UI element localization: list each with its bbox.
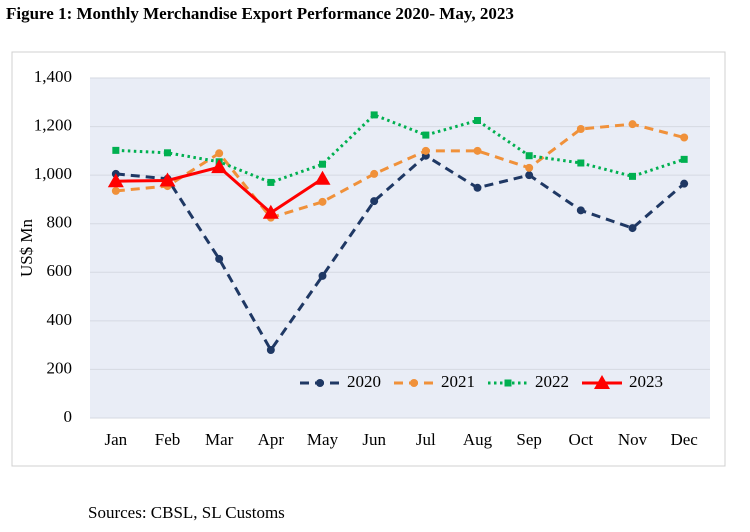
x-tick-label: Feb: [155, 430, 181, 449]
data-point: [473, 183, 482, 192]
data-point: [474, 117, 481, 124]
data-point: [370, 169, 379, 178]
data-point: [525, 171, 534, 180]
data-point: [215, 149, 224, 158]
x-tick-label: Nov: [618, 430, 648, 449]
y-tick-label: 800: [47, 213, 73, 232]
x-tick-label: Mar: [205, 430, 234, 449]
series-line: [115, 153, 686, 353]
y-tick-label: 0: [64, 407, 73, 426]
y-tick-label: 1,000: [34, 164, 72, 183]
series-line: [115, 113, 685, 185]
y-tick-label: 1,400: [34, 67, 72, 86]
data-point: [421, 146, 430, 155]
series-line: [115, 122, 685, 220]
y-tick-label: 400: [47, 310, 73, 329]
data-point: [370, 197, 379, 206]
x-tick-label: Jun: [362, 430, 386, 449]
data-point: [262, 204, 279, 219]
data-point: [159, 172, 176, 187]
x-tick-label: Apr: [258, 430, 285, 449]
data-point: [680, 133, 689, 142]
legend-label: 2020: [347, 372, 381, 391]
y-tick-label: 1,200: [34, 115, 72, 134]
x-tick-label: Sep: [516, 430, 542, 449]
x-tick-label: Jan: [104, 430, 127, 449]
data-point: [525, 152, 533, 160]
data-point: [473, 146, 482, 155]
data-point: [319, 160, 326, 168]
x-tick-label: Dec: [670, 430, 698, 449]
x-tick-label: Oct: [569, 430, 594, 449]
data-point: [314, 170, 331, 185]
data-point: [577, 159, 585, 167]
legend-label: 2021: [441, 372, 475, 391]
legend-marker: [316, 379, 324, 387]
data-point: [111, 186, 120, 195]
data-point: [112, 146, 120, 154]
data-point: [266, 346, 275, 354]
data-point: [576, 206, 585, 215]
data-point: [318, 197, 327, 206]
data-point: [525, 163, 534, 172]
y-axis-label: US$ Mn: [17, 218, 36, 277]
legend-marker: [594, 375, 610, 389]
legend-marker: [504, 379, 512, 387]
data-point: [422, 131, 430, 139]
y-tick-label: 200: [47, 358, 73, 377]
data-point: [215, 254, 224, 263]
legend-marker: [410, 379, 418, 387]
legend-label: 2023: [629, 372, 663, 391]
x-tick-label: Aug: [463, 430, 493, 449]
data-point: [318, 271, 327, 280]
data-point: [370, 111, 378, 119]
y-tick-label: 600: [47, 261, 73, 280]
data-point: [164, 149, 171, 157]
x-tick-label: Jul: [416, 430, 436, 449]
data-point: [267, 178, 275, 186]
chart-title: Figure 1: Monthly Merchandise Export Per…: [6, 4, 514, 23]
x-tick-label: May: [307, 430, 339, 449]
source-note: Sources: CBSL, SL Customs: [88, 503, 285, 522]
data-point: [680, 155, 688, 163]
data-point: [628, 224, 637, 233]
legend-label: 2022: [535, 372, 569, 391]
plot-area: [90, 78, 710, 418]
data-point: [211, 159, 228, 174]
data-point: [629, 172, 636, 180]
data-point: [628, 120, 637, 129]
data-point: [680, 179, 689, 188]
data-point: [107, 173, 124, 188]
data-point: [576, 125, 585, 133]
